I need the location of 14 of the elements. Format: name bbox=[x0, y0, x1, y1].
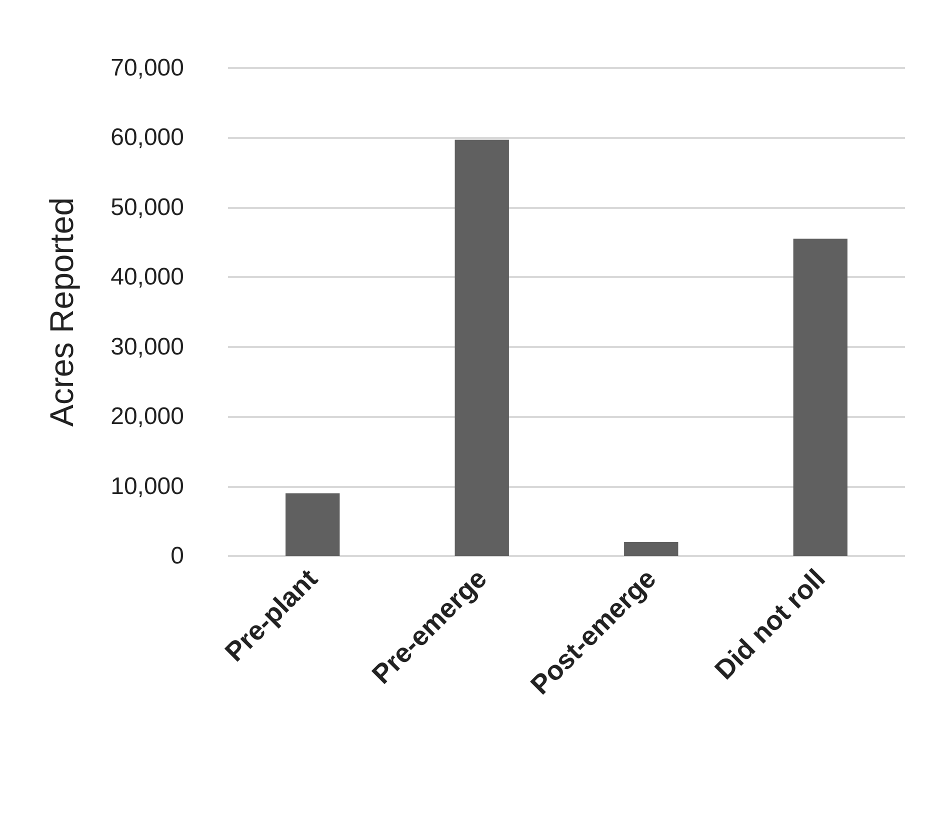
y-tick-label: 70,000 bbox=[110, 54, 184, 82]
x-tick-label: Did not roll bbox=[709, 563, 831, 686]
bar bbox=[286, 493, 340, 556]
y-tick-label: 0 bbox=[170, 542, 184, 570]
bar bbox=[454, 140, 509, 556]
y-tick-label: 20,000 bbox=[110, 403, 184, 430]
y-tick-label: 40,000 bbox=[110, 264, 184, 291]
y-tick-label: 60,000 bbox=[110, 124, 184, 152]
y-axis-title: Acres Reported bbox=[43, 197, 80, 427]
y-tick-label: 10,000 bbox=[110, 472, 184, 500]
y-tick-label: 30,000 bbox=[110, 333, 184, 360]
y-tick-label: 50,000 bbox=[110, 194, 184, 221]
bar bbox=[624, 542, 678, 556]
bar bbox=[793, 238, 848, 556]
